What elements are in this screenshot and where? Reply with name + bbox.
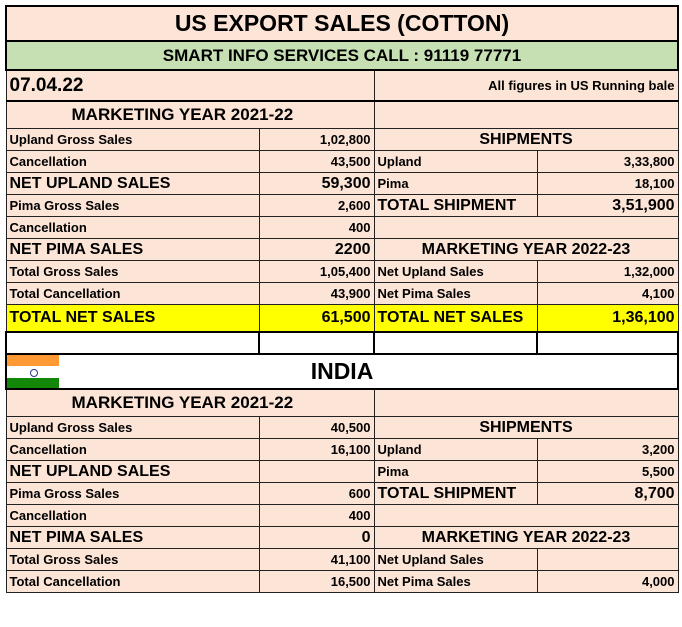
india-table-row: Total Gross Sales 41,100 Net Upland Sales xyxy=(5,548,679,571)
india-table-row: Upland Gross Sales 40,500 SHIPMENTS xyxy=(5,416,679,439)
label-cell[interactable]: TOTAL NET SALES xyxy=(373,304,538,333)
value-cell[interactable]: 4,100 xyxy=(536,282,679,305)
value-cell[interactable]: 600 xyxy=(258,482,375,505)
us-table-row: Cancellation 43,500 Upland 3,33,800 xyxy=(5,150,679,173)
value-cell[interactable]: 1,36,100 xyxy=(536,304,679,333)
us-table-row: TOTAL NET SALES 61,500 TOTAL NET SALES 1,36… xyxy=(5,304,679,333)
us-table-row: Total Gross Sales 1,05,400 Net Upland Sale… xyxy=(5,260,679,283)
label-cell[interactable]: Net Upland Sales xyxy=(373,548,538,571)
value-cell[interactable]: 2,600 xyxy=(258,194,375,217)
empty-cell[interactable] xyxy=(373,504,679,527)
empty-cell[interactable] xyxy=(373,216,679,239)
value-cell[interactable]: 43,500 xyxy=(258,150,375,173)
value-cell[interactable]: 5,500 xyxy=(536,460,679,483)
label-cell[interactable]: NET UPLAND SALES xyxy=(5,172,260,195)
label-cell[interactable]: Total Gross Sales xyxy=(5,260,260,283)
label-cell[interactable]: SHIPMENTS xyxy=(373,128,679,151)
label-cell[interactable]: TOTAL SHIPMENT xyxy=(373,194,538,217)
label-cell[interactable]: TOTAL NET SALES xyxy=(5,304,260,333)
sheet-title[interactable]: US EXPORT SALES (COTTON) xyxy=(4,5,680,42)
value-cell[interactable]: 16,100 xyxy=(258,438,375,461)
value-cell[interactable]: 400 xyxy=(258,504,375,527)
label-cell[interactable]: Pima xyxy=(373,460,538,483)
label-cell[interactable]: Upland xyxy=(373,150,538,173)
value-cell[interactable]: 0 xyxy=(258,526,375,549)
label-cell[interactable]: Cancellation xyxy=(5,216,260,239)
label-cell[interactable]: NET UPLAND SALES xyxy=(5,460,260,483)
value-cell[interactable]: 2200 xyxy=(258,238,375,261)
us-table-row: Pima Gross Sales 2,600 TOTAL SHIPMENT 3,51,… xyxy=(5,194,679,217)
label-cell[interactable]: Pima Gross Sales xyxy=(5,482,260,505)
label-cell[interactable]: Net Upland Sales xyxy=(373,260,538,283)
value-cell[interactable]: 3,200 xyxy=(536,438,679,461)
empty-cell[interactable] xyxy=(373,388,679,417)
india-flag-icon xyxy=(8,356,59,387)
label-cell[interactable]: Upland Gross Sales xyxy=(5,416,260,439)
us-table-row: NET PIMA SALES 2200 MARKETING YEAR 2022-23 xyxy=(5,238,679,261)
india-table-row: NET PIMA SALES 0 MARKETING YEAR 2022-23 xyxy=(5,526,679,549)
label-cell[interactable]: SHIPMENTS xyxy=(373,416,679,439)
value-cell[interactable]: 3,33,800 xyxy=(536,150,679,173)
value-cell[interactable]: 400 xyxy=(258,216,375,239)
value-cell[interactable]: 4,000 xyxy=(536,570,679,593)
label-cell[interactable]: MARKETING YEAR 2022-23 xyxy=(373,526,679,549)
empty-cell[interactable] xyxy=(373,100,679,129)
empty-cell[interactable] xyxy=(373,331,538,355)
india-table-row: Cancellation 400 xyxy=(5,504,679,527)
report-date[interactable]: 07.04.22 xyxy=(5,69,375,102)
india-table-row: Total Cancellation 16,500 Net Pima Sales 4,… xyxy=(5,570,679,593)
label-cell[interactable]: TOTAL SHIPMENT xyxy=(373,482,538,505)
india-section-title[interactable]: INDIA xyxy=(4,353,680,390)
empty-cell[interactable] xyxy=(258,331,375,355)
label-cell[interactable]: Total Cancellation xyxy=(5,282,260,305)
value-cell[interactable]: 43,900 xyxy=(258,282,375,305)
india-marketing-year-heading[interactable]: MARKETING YEAR 2021-22 xyxy=(5,388,375,417)
value-cell[interactable]: 16,500 xyxy=(258,570,375,593)
label-cell[interactable]: MARKETING YEAR 2022-23 xyxy=(373,238,679,261)
label-cell[interactable]: Net Pima Sales xyxy=(373,570,538,593)
india-table-row: Pima Gross Sales 600 TOTAL SHIPMENT 8,700 xyxy=(5,482,679,505)
empty-cell[interactable] xyxy=(535,331,680,355)
us-table-row: Upland Gross Sales 1,02,800 SHIPMENTS xyxy=(5,128,679,151)
value-cell[interactable]: 1,02,800 xyxy=(258,128,375,151)
label-cell[interactable]: Total Gross Sales xyxy=(5,548,260,571)
value-cell[interactable]: 3,51,900 xyxy=(536,194,679,217)
empty-cell[interactable] xyxy=(258,460,375,483)
label-cell[interactable]: NET PIMA SALES xyxy=(5,238,260,261)
contact-banner[interactable]: SMART INFO SERVICES CALL : 91119 77771 xyxy=(4,40,680,71)
value-cell[interactable]: 61,500 xyxy=(258,304,375,333)
value-cell[interactable]: 40,500 xyxy=(258,416,375,439)
label-cell[interactable]: Upland Gross Sales xyxy=(5,128,260,151)
label-cell[interactable]: Cancellation xyxy=(5,504,260,527)
units-note[interactable]: All figures in US Running bale xyxy=(373,69,679,102)
us-table-row: NET UPLAND SALES 59,300 Pima 18,100 xyxy=(5,172,679,195)
value-cell[interactable]: 1,05,400 xyxy=(258,260,375,283)
value-cell[interactable]: 8,700 xyxy=(536,482,679,505)
value-cell[interactable]: 18,100 xyxy=(536,172,679,195)
label-cell[interactable]: Cancellation xyxy=(5,150,260,173)
value-cell[interactable]: 59,300 xyxy=(258,172,375,195)
label-cell[interactable]: NET PIMA SALES xyxy=(5,526,260,549)
us-table-row: Cancellation 400 xyxy=(5,216,679,239)
value-cell[interactable]: 1,32,000 xyxy=(536,260,679,283)
us-marketing-year-heading[interactable]: MARKETING YEAR 2021-22 xyxy=(5,100,375,129)
label-cell[interactable]: Pima xyxy=(373,172,538,195)
label-cell[interactable]: Total Cancellation xyxy=(5,570,260,593)
label-cell[interactable]: Pima Gross Sales xyxy=(5,194,260,217)
india-table-row: Cancellation 16,100 Upland 3,200 xyxy=(5,438,679,461)
label-cell[interactable]: Upland xyxy=(373,438,538,461)
india-table-row: NET UPLAND SALES Pima 5,500 xyxy=(5,460,679,483)
empty-cell[interactable] xyxy=(536,548,679,571)
label-cell[interactable]: Cancellation xyxy=(5,438,260,461)
cotton-export-sheet: US EXPORT SALES (COTTON) SMART INFO SERV… xyxy=(4,5,680,593)
us-table-row: Total Cancellation 43,900 Net Pima Sales 4,… xyxy=(5,282,679,305)
value-cell[interactable]: 41,100 xyxy=(258,548,375,571)
india-title-text: INDIA xyxy=(310,358,374,384)
empty-cell[interactable] xyxy=(5,331,260,355)
label-cell[interactable]: Net Pima Sales xyxy=(373,282,538,305)
